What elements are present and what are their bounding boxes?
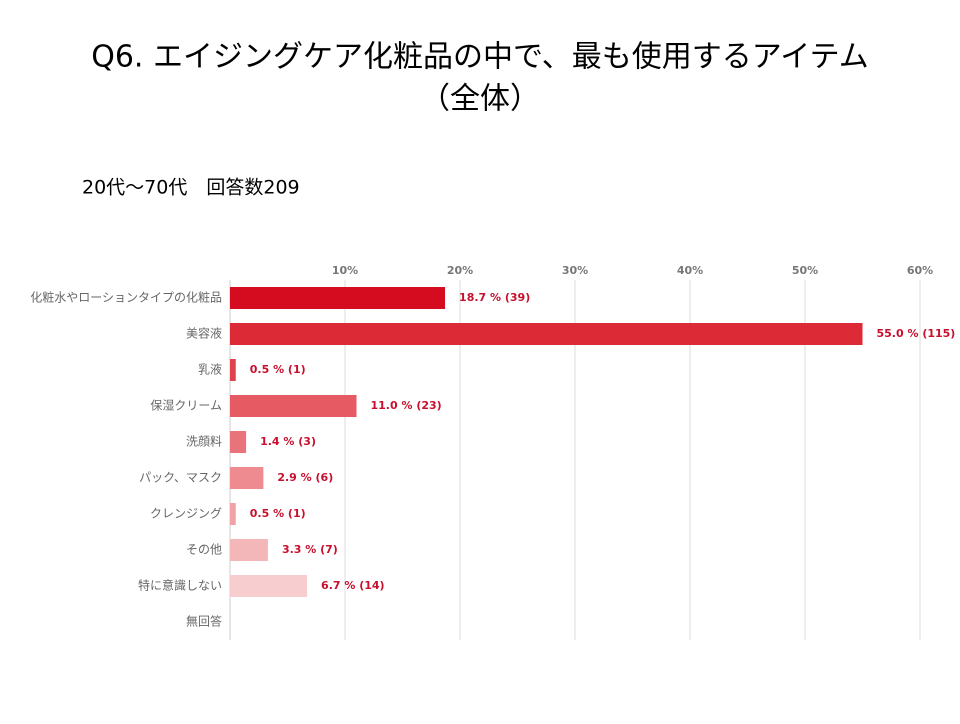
bar (230, 395, 357, 417)
value-label: 0.5 % (1) (250, 507, 306, 520)
bar (230, 431, 247, 453)
category-label: 洗顔料 (186, 434, 222, 449)
value-label: 18.7 % (39) (459, 291, 530, 304)
category-label: パック、マスク (139, 471, 222, 485)
bar (230, 359, 236, 381)
value-label: 2.9 % (6) (277, 471, 333, 484)
title-line: （全体） (420, 82, 540, 117)
value-label: 1.4 % (3) (260, 435, 316, 448)
category-label: 特に意識しない (138, 578, 222, 593)
subtitle: 20代～70代 回答数209 (82, 177, 300, 199)
category-label: 乳液 (198, 362, 222, 377)
value-label: 11.0 % (23) (371, 399, 442, 412)
category-label: 無回答 (186, 614, 222, 629)
x-tick-label: 50% (792, 264, 818, 277)
bar (230, 467, 264, 489)
x-tick-label: 60% (907, 264, 933, 277)
x-tick-label: 30% (562, 264, 588, 277)
category-label: クレンジング (150, 507, 222, 521)
bar (230, 575, 308, 597)
value-label: 6.7 % (14) (321, 579, 385, 592)
bar (230, 503, 236, 525)
bar (230, 539, 268, 561)
title-line: Q6. エイジングケア化粧品の中で、最も使用するアイテム (91, 40, 869, 75)
category-label: 美容液 (186, 326, 222, 341)
category-label: その他 (186, 543, 222, 557)
x-tick-label: 20% (447, 264, 473, 277)
x-tick-label: 10% (332, 264, 358, 277)
category-label: 保湿クリーム (150, 398, 222, 413)
value-label: 3.3 % (7) (282, 543, 338, 556)
value-label: 0.5 % (1) (250, 363, 306, 376)
value-label: 55.0 % (115) (877, 327, 956, 340)
bar (230, 323, 863, 345)
x-tick-label: 40% (677, 264, 703, 277)
bar (230, 287, 446, 309)
category-label: 化粧水やローションタイプの化粧品 (30, 291, 222, 305)
